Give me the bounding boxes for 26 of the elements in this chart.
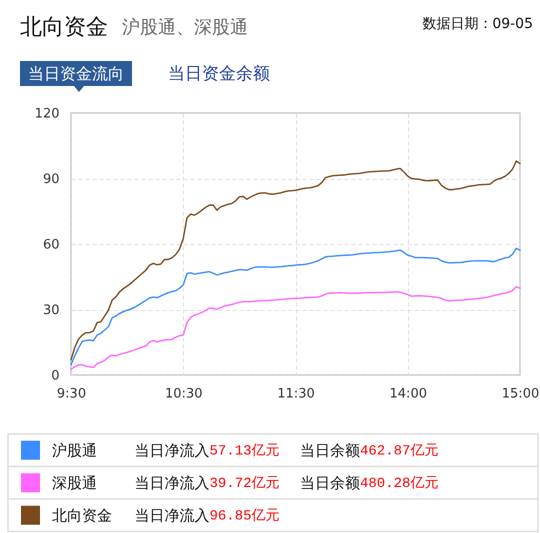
text: 当日净流入57.13亿元	[134, 441, 280, 460]
x-tick-label: 14:00	[390, 386, 427, 402]
text: 当日资金流向	[28, 64, 124, 83]
text: 当日余额480.28亿元	[300, 474, 438, 492]
legend-label: 沪股通	[52, 441, 97, 460]
text: 当日余额462.87亿元	[300, 441, 438, 460]
line-series	[70, 248, 521, 366]
legend-label: 深股通	[52, 474, 97, 492]
y-tick-label: 0	[51, 368, 60, 384]
y-tick-label: 120	[34, 106, 60, 122]
text: 当日净流入96.85亿元	[134, 506, 280, 524]
line-series	[70, 286, 521, 370]
text: 当日资金余额	[168, 64, 270, 84]
y-tick-label: 60	[42, 238, 60, 252]
line-series	[70, 160, 521, 361]
chart-title: 北向资金	[20, 15, 108, 40]
y-tick-label: 30	[42, 303, 60, 318]
x-tick-label: 11:30	[277, 386, 315, 402]
text: 数据日期：09-05	[422, 16, 533, 32]
x-tick-label: 10:30	[165, 386, 202, 402]
x-tick-label: 9:30	[56, 386, 86, 402]
legend-label: 北向资金	[52, 506, 112, 524]
text: 当日净流入39.72亿元	[134, 474, 280, 492]
chart-subtitle: 沪股通、深股通	[122, 17, 248, 38]
y-tick-label: 90	[42, 172, 60, 187]
x-tick-label: 15:00	[502, 386, 540, 402]
